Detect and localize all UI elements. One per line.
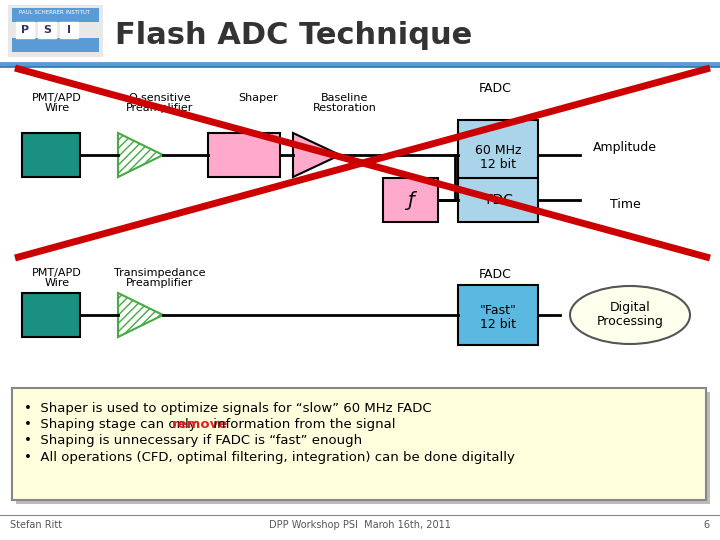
Text: Time: Time: [610, 199, 640, 212]
Text: PMT/APD: PMT/APD: [32, 93, 82, 103]
Text: Wire: Wire: [45, 278, 70, 288]
FancyBboxPatch shape: [458, 178, 538, 222]
FancyBboxPatch shape: [22, 133, 80, 177]
Text: FADC: FADC: [479, 82, 511, 95]
Ellipse shape: [570, 286, 690, 344]
Text: PMT/APD: PMT/APD: [32, 268, 82, 278]
Text: information from the signal: information from the signal: [209, 418, 395, 431]
Text: Preamplifier: Preamplifier: [126, 278, 194, 288]
Text: Processing: Processing: [597, 315, 663, 328]
FancyBboxPatch shape: [458, 120, 538, 190]
Text: Shaper: Shaper: [238, 93, 278, 103]
Text: ƒ: ƒ: [407, 191, 413, 210]
FancyBboxPatch shape: [60, 22, 78, 38]
FancyBboxPatch shape: [8, 5, 103, 57]
Text: Flash ADC Technique: Flash ADC Technique: [115, 21, 472, 50]
Text: •  Shaping is unnecessary if FADC is “fast” enough: • Shaping is unnecessary if FADC is “fas…: [24, 434, 362, 447]
Text: Transimpedance: Transimpedance: [114, 268, 206, 278]
Polygon shape: [118, 293, 163, 337]
Text: remove: remove: [172, 418, 228, 431]
Text: I: I: [67, 25, 71, 35]
Text: Q-sensitive: Q-sensitive: [129, 93, 192, 103]
FancyBboxPatch shape: [12, 38, 99, 52]
Text: 12 bit: 12 bit: [480, 319, 516, 332]
Text: Stefan Ritt: Stefan Ritt: [10, 520, 62, 530]
Text: Baseline: Baseline: [321, 93, 369, 103]
Text: Digital: Digital: [610, 301, 650, 314]
FancyBboxPatch shape: [12, 8, 99, 22]
FancyBboxPatch shape: [16, 22, 34, 38]
FancyBboxPatch shape: [16, 392, 710, 504]
Polygon shape: [293, 133, 340, 177]
Text: PAUL SCHERRER INSTITUT: PAUL SCHERRER INSTITUT: [19, 10, 91, 16]
Text: Restoration: Restoration: [313, 103, 377, 113]
Polygon shape: [118, 133, 163, 177]
Text: 6: 6: [704, 520, 710, 530]
FancyBboxPatch shape: [458, 285, 538, 345]
Text: FADC: FADC: [479, 268, 511, 281]
FancyBboxPatch shape: [12, 388, 706, 500]
Text: 60 MHz: 60 MHz: [474, 145, 521, 158]
Text: •  Shaping stage can only: • Shaping stage can only: [24, 418, 201, 431]
FancyBboxPatch shape: [383, 178, 438, 222]
FancyBboxPatch shape: [208, 133, 280, 177]
Text: •  Shaper is used to optimize signals for “slow” 60 MHz FADC: • Shaper is used to optimize signals for…: [24, 402, 431, 415]
Text: DPP Workshop PSI  Maroh 16th, 2011: DPP Workshop PSI Maroh 16th, 2011: [269, 520, 451, 530]
Text: Amplitude: Amplitude: [593, 141, 657, 154]
Text: P: P: [21, 25, 29, 35]
FancyBboxPatch shape: [22, 293, 80, 337]
Text: TDC: TDC: [484, 193, 513, 207]
Text: "Fast": "Fast": [480, 303, 516, 316]
FancyBboxPatch shape: [38, 22, 56, 38]
Text: Preamplifier: Preamplifier: [126, 103, 194, 113]
Text: S: S: [43, 25, 51, 35]
Text: •  All operations (CFD, optimal filtering, integration) can be done digitally: • All operations (CFD, optimal filtering…: [24, 451, 515, 464]
Text: Wire: Wire: [45, 103, 70, 113]
Text: 12 bit: 12 bit: [480, 159, 516, 172]
